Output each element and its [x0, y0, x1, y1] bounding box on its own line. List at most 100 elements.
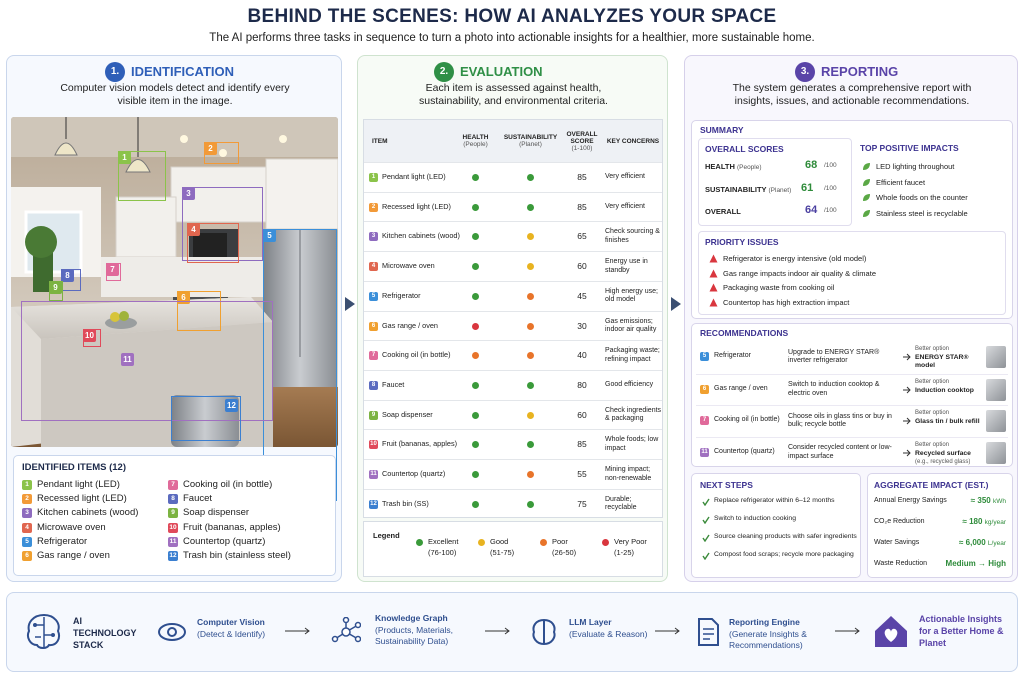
key-concerns: Check sourcing & finishes	[605, 228, 660, 244]
health-rating-dot	[472, 441, 479, 449]
overall-scores: OVERALL SCORES HEALTH (People) 68/100 SUSTA…	[698, 138, 852, 226]
legend-title: Legend	[373, 531, 400, 540]
table-header: ITEM HEALTH (People) SUSTAINABILITY (Planet)…	[364, 120, 662, 162]
recommendation-row: 7 Cooking oil (in bottle) Choose oils in g…	[696, 405, 1008, 435]
priority-item: Gas range impacts indoor air quality & c…	[723, 268, 876, 278]
item-badge: 1	[22, 480, 32, 490]
legend-dot	[478, 539, 485, 546]
score-max: /100	[824, 207, 837, 214]
score-label: HEALTH (People)	[705, 162, 762, 171]
icon	[285, 627, 310, 635]
icon	[532, 618, 556, 646]
item-name: Kitchen cabinets (wood)	[37, 507, 139, 519]
key-concerns: High energy use; old model	[605, 287, 658, 304]
recommendation-row: 6 Gas range / oven Switch to induction coo…	[696, 373, 1008, 404]
next-step: Replace refrigerator within 6–12 months	[714, 497, 835, 504]
impact-label: Water Savings	[874, 539, 920, 546]
item-badge: 11	[121, 353, 134, 366]
item-badge: 8	[61, 269, 74, 282]
item-name: Recessed light (LED)	[37, 493, 127, 505]
next-step: Compost food scraps; recycle more packag…	[714, 551, 854, 558]
panel: 3. REPORTING The system generates a compre…	[684, 55, 1018, 582]
overall-score: 85	[577, 172, 587, 182]
item-badge: 3	[182, 187, 195, 200]
section-title: PRIORITY ISSUES	[705, 237, 779, 247]
key-concerns: Energy use in standby	[605, 258, 648, 274]
sustainability-rating-dot	[527, 471, 534, 478]
row-item: Fruit (bananas, apples)	[382, 439, 458, 449]
item-name: Microwave oven	[37, 521, 106, 533]
impact-number: ≈ 180	[962, 517, 983, 526]
priority-item: Countertop has high extraction impact	[723, 297, 850, 307]
step-number: 1.	[105, 62, 125, 82]
report-section: AGGREGATE IMPACT (EST.) Annual Energy Sav…	[867, 473, 1013, 578]
section-title: RECOMMENDATIONS	[700, 328, 789, 338]
panel: 1. IDENTIFICATION Computer vision models d…	[6, 55, 342, 582]
rec-item: Refrigerator	[714, 352, 751, 359]
report-section: NEXT STEPS Replace refrigerator within 6–…	[691, 473, 861, 578]
rec-action: Upgrade to ENERGY STAR® inverter refrige…	[788, 348, 880, 365]
overall-score: 40	[577, 350, 587, 361]
overall-score: 60	[577, 409, 587, 420]
item-name: Soap dispenser	[183, 507, 250, 519]
sustainability-rating-dot	[527, 233, 534, 241]
impact-unit: L/year	[987, 540, 1006, 547]
item-badge: 4	[369, 262, 378, 272]
rec-action: Consider recycled content or low-impact …	[788, 444, 892, 460]
impact-label: Annual Energy Savings	[874, 497, 947, 504]
item-badge: 6	[700, 384, 709, 394]
item-badge: 4	[187, 223, 200, 236]
icon	[835, 627, 860, 635]
positive-item: Whole foods on the counter	[876, 193, 968, 202]
step-title: REPORTING	[821, 64, 899, 79]
impact-number: ≈ 350	[970, 496, 991, 505]
column-label: HEALTH	[462, 134, 489, 141]
row-item: Cooking oil (in bottle)	[382, 350, 451, 360]
detection-box	[177, 291, 221, 331]
stack-title: AI TECHNOLOGY STACK	[73, 616, 137, 650]
table-row: 7 Cooking oil (in bottle) 40 Packaging wast…	[364, 340, 662, 370]
icon	[671, 297, 681, 311]
option-thumbnail	[986, 410, 1006, 432]
option-thumbnail	[986, 378, 1006, 401]
score-label: OVERALL	[705, 207, 741, 216]
row-item: Recessed light (LED)	[382, 201, 451, 211]
rec-option: Glass tin / bulk refill	[915, 418, 980, 425]
score-label: SUSTAINABILITY (Planet)	[705, 185, 791, 194]
recommendation-row: 5 Refrigerator Upgrade to ENERGY STAR® inv…	[696, 342, 1008, 372]
item-badge: 5	[22, 536, 32, 547]
impact-value: Medium → High	[946, 559, 1006, 568]
impact-unit: kg/year	[984, 519, 1006, 526]
sustainability-rating-dot	[527, 203, 534, 211]
step-number: 2.	[434, 62, 454, 82]
recommendation-row: 11 Countertop (quartz) Consider recycled c…	[696, 436, 1008, 467]
rec-option: Induction cooktop	[915, 386, 974, 394]
health-rating-dot	[472, 174, 479, 181]
row-item: Trash bin (SS)	[382, 498, 429, 508]
column-sublabel: (People)	[463, 141, 488, 148]
item-name: Trash bin (stainless steel)	[183, 550, 291, 561]
item-badge: 8	[369, 380, 378, 390]
item-name: Countertop (quartz)	[183, 535, 266, 547]
icon	[863, 163, 870, 170]
top-positive: TOP POSITIVE IMPACTS LED lighting through…	[854, 138, 1008, 226]
overall-score: 55	[577, 469, 587, 479]
section-title: OVERALL SCORES	[705, 144, 784, 154]
step-description: Each item is assessed against health, su…	[419, 82, 608, 107]
item-name: Gas range / oven	[37, 550, 110, 561]
table-row: 1 Pendant light (LED) 85 Very efficient	[364, 162, 662, 192]
health-rating-dot	[472, 381, 479, 389]
item-badge: 7	[369, 351, 378, 361]
icon	[709, 254, 718, 263]
item-name: Fruit (bananas, apples)	[183, 521, 281, 533]
score-max: /100	[824, 162, 837, 169]
stack-step-subtitle: (Products, Materials, Sustainability Dat…	[375, 625, 453, 646]
item-badge: 7	[168, 480, 178, 490]
row-item: Kitchen cabinets (wood)	[382, 231, 460, 241]
overall-score: 75	[577, 498, 587, 509]
overall-score: 30	[577, 320, 587, 331]
sustainability-rating-dot	[527, 263, 534, 271]
overall-score: 80	[577, 379, 587, 390]
overall-score: 60	[577, 261, 587, 272]
rec-item: Countertop (quartz)	[714, 447, 775, 455]
